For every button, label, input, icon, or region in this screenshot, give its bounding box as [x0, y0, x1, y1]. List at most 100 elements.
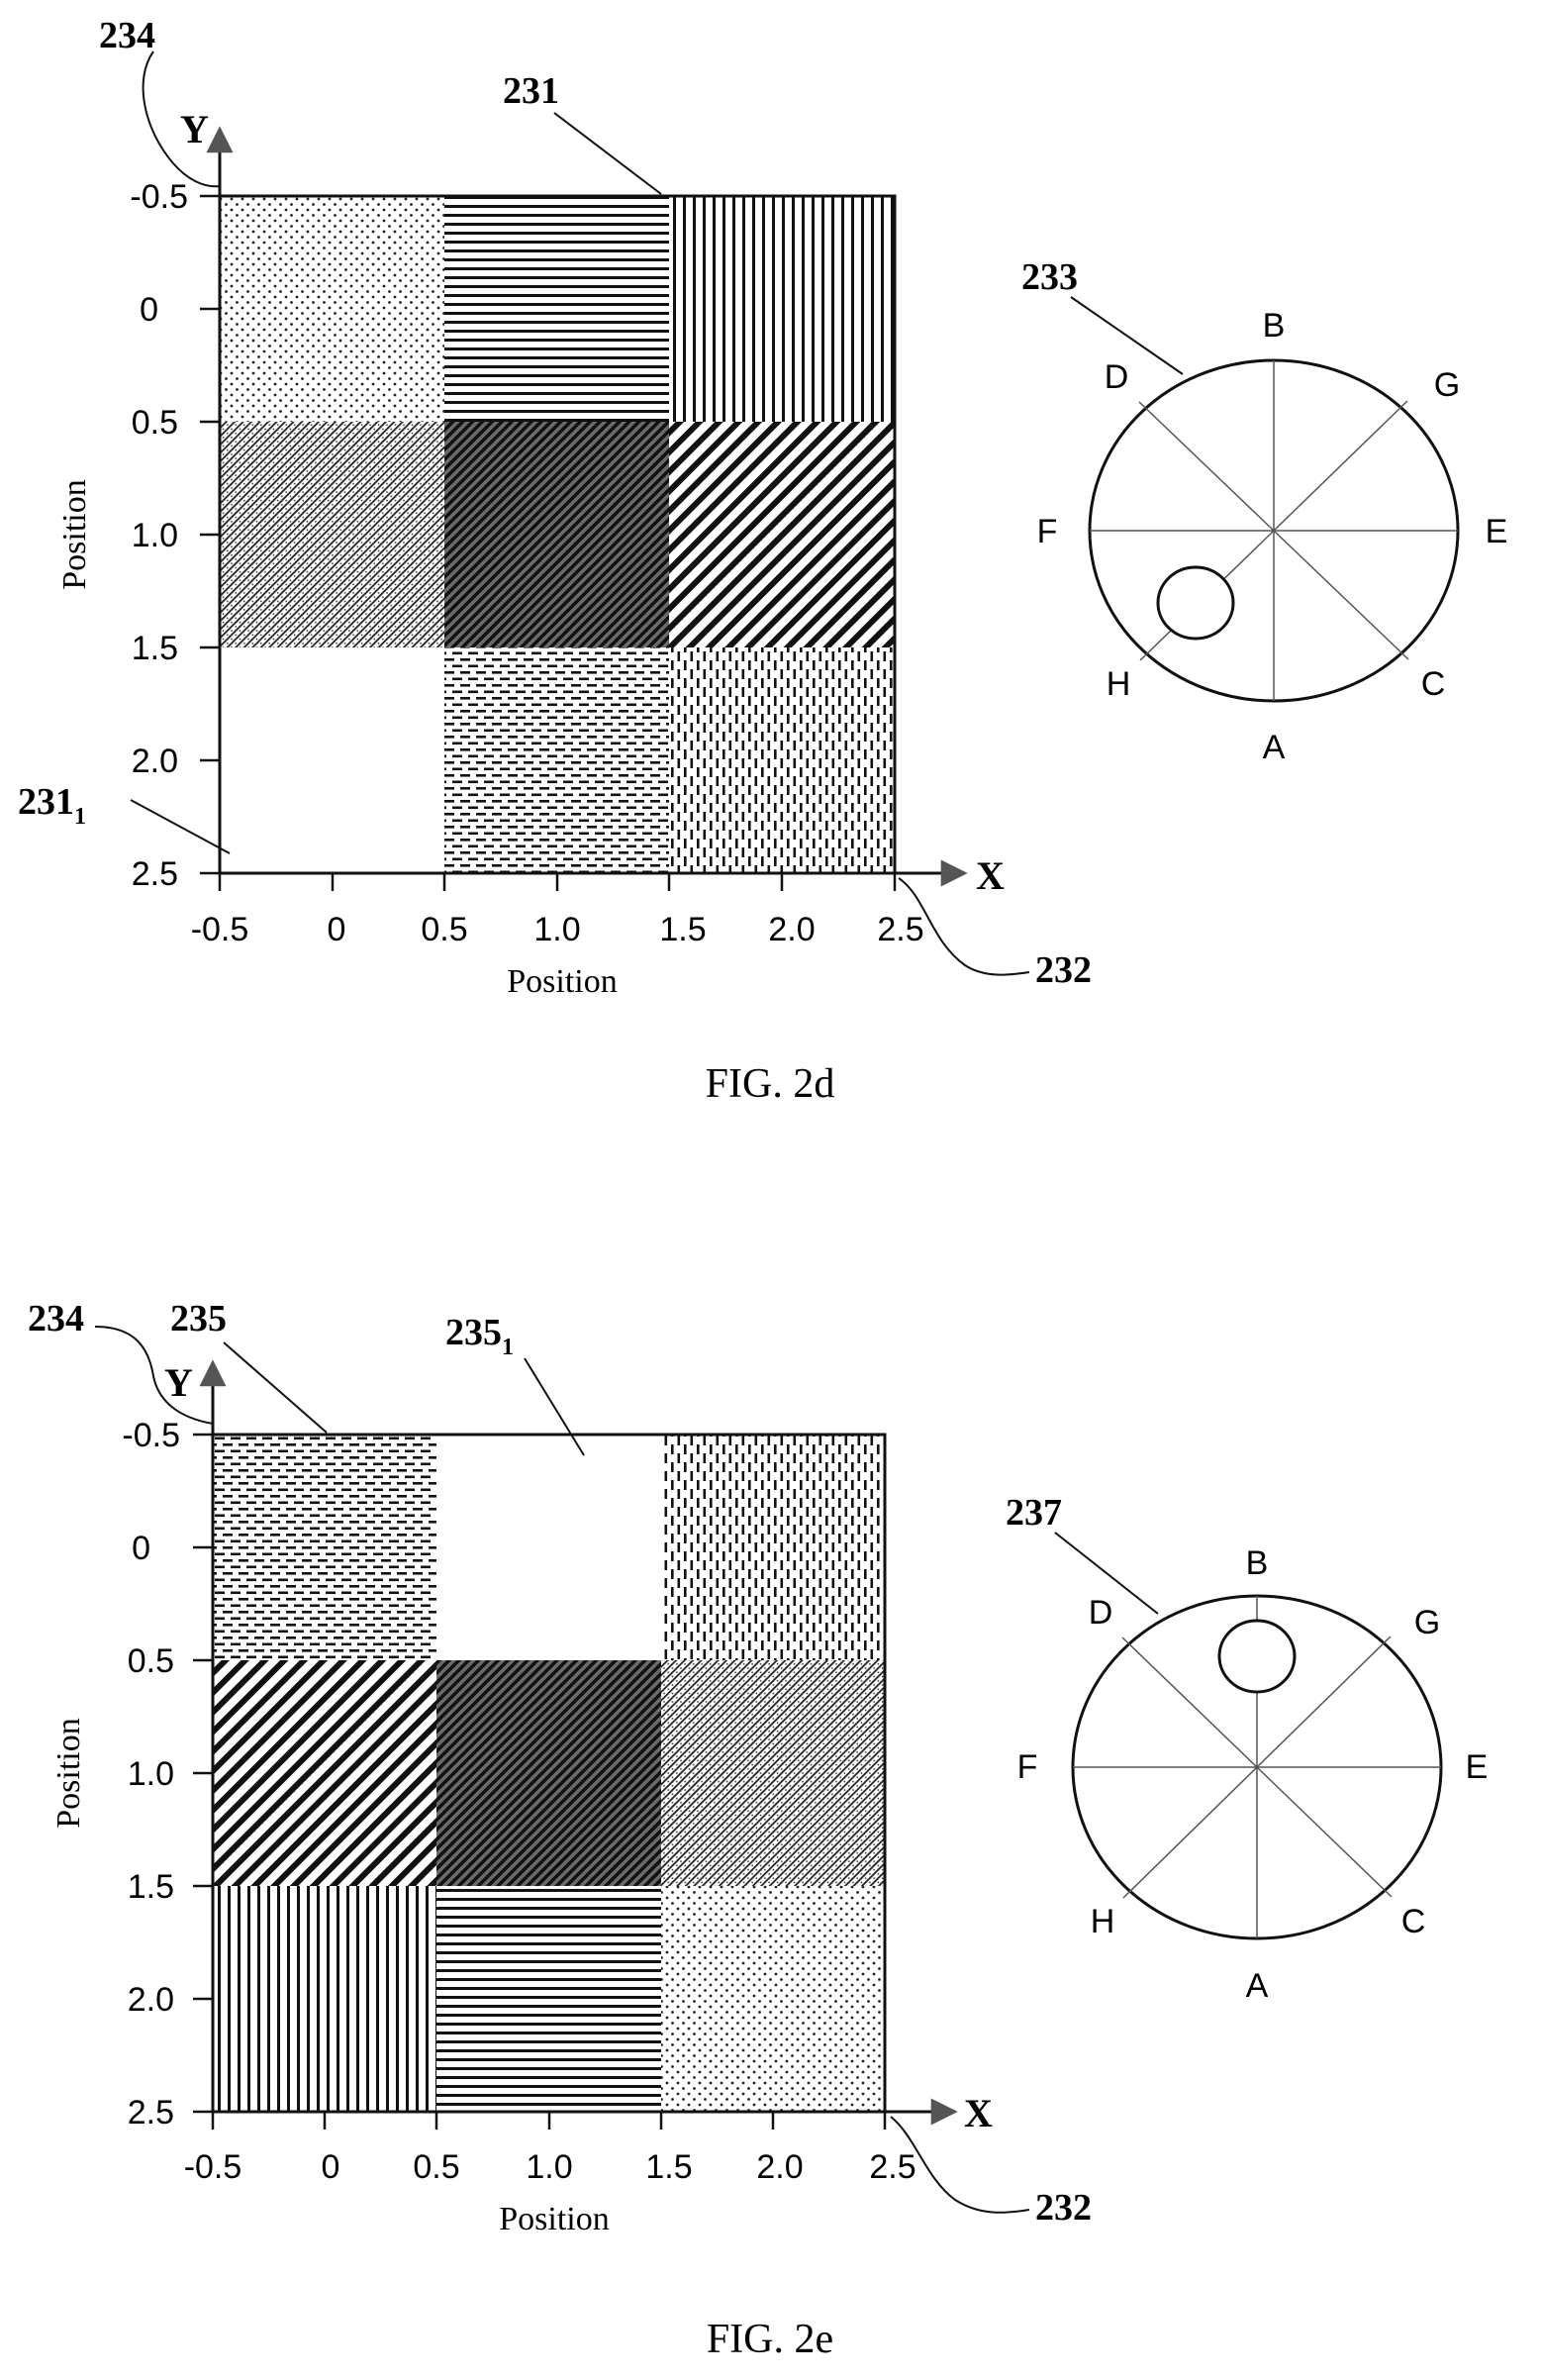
- fig2d-pupil-label-top: B: [1263, 307, 1286, 345]
- fig2e-y-tick-label: 0.5: [128, 1642, 174, 1680]
- fig2d-ref-x-axis: 232: [1035, 949, 1092, 991]
- fig2e-ref-map: 235: [170, 1298, 227, 1339]
- fig2e-ref-map-sub-main: 235: [445, 1312, 502, 1353]
- fig2e-pupil-label-right: E: [1466, 1748, 1489, 1786]
- fig2e-x-axis-title: Position: [499, 2201, 609, 2237]
- fig2e-pupil-label-top-left: D: [1089, 1594, 1113, 1632]
- fig2d-ref-map-sub-main: 231: [18, 781, 74, 823]
- fig2e-x-ticks: [211, 2112, 887, 2130]
- fig2e-x-tick-label: -0.5: [184, 2148, 242, 2186]
- fig2d-leader-y-axis: [142, 50, 221, 188]
- fig2e-cell-2-0: [213, 1886, 436, 2112]
- fig2e-y-axis-letter: Y: [164, 1360, 193, 1405]
- fig2d-y-tick-label: 0.5: [132, 404, 178, 442]
- fig2e-cell-1-2: [661, 1660, 885, 1886]
- fig2d-cell-2-1: [444, 647, 669, 873]
- fig2e-pupil-label-left: F: [1017, 1748, 1038, 1786]
- fig2e-x-tick-label: 1.0: [526, 2148, 572, 2186]
- fig2d-cell-2-0: [220, 647, 444, 873]
- fig2e-ref-map-sub: 2351: [445, 1312, 514, 1360]
- fig2d-ref-map-sub: 2311: [18, 781, 86, 830]
- fig2d-leader-pupil: [1070, 296, 1184, 375]
- fig2d-cell-2-2: [669, 647, 895, 873]
- fig2d-y-tick-label: -0.5: [130, 178, 188, 216]
- fig2e-ref-map-sub-index: 1: [502, 1335, 514, 1360]
- fig2d-x-tick-label: 1.5: [659, 911, 706, 948]
- fig2d-ref-y-axis: 234: [99, 15, 155, 56]
- fig2e-x-tick-label: 1.5: [645, 2148, 692, 2186]
- fig2e-x-axis-letter: X: [964, 2091, 993, 2135]
- fig2e-y-ticks: [193, 1433, 213, 2114]
- fig2d-cell-1-2: [669, 422, 895, 647]
- fig2e-y-tick-label: 2.5: [128, 2094, 174, 2132]
- fig2d-y-tick-label: 0: [140, 291, 158, 329]
- fig2d-pupil-label-right: E: [1486, 513, 1508, 550]
- fig2e-leader-x-axis: [890, 2116, 1030, 2214]
- fig2e-ref-x-axis: 232: [1035, 2187, 1092, 2229]
- fig2d-x-tick-label: 2.0: [768, 911, 815, 948]
- fig2d-ref-pupil: 233: [1021, 256, 1078, 298]
- fig2d-x-tick-label: 0.5: [421, 911, 467, 948]
- fig2e-cell-1-1: [436, 1660, 661, 1886]
- fig2e-y-tick-label: 1.5: [128, 1868, 174, 1906]
- fig2d-y-tick-label: 2.5: [132, 855, 178, 893]
- figure-2e: -0.5 0 0.5 1.0 1.5 2.0 2.5 -0.5 0 0.5 1.…: [28, 1298, 1488, 2362]
- fig2d-cell-0-1: [444, 196, 669, 422]
- fig2e-pupil-label-bottom-left: H: [1091, 1903, 1115, 1940]
- fig2e-cell-2-1: [436, 1886, 661, 2112]
- fig2d-x-tick-label: 2.5: [877, 911, 923, 948]
- fig2d-pupil-label-bottom-right: C: [1421, 665, 1446, 703]
- fig2d-x-axis-title: Position: [507, 963, 617, 1000]
- fig2e-cell-0-0: [213, 1435, 436, 1660]
- fig2e-y-tick-label: 1.0: [128, 1755, 174, 1793]
- fig2e-y-tick-label: -0.5: [122, 1417, 180, 1454]
- fig2d-y-axis-letter: Y: [180, 107, 209, 151]
- fig2d-leader-x-axis: [898, 877, 1030, 976]
- fig2d-pupil-label-top-left: D: [1105, 358, 1129, 396]
- fig2d-cell-1-1: [444, 422, 669, 647]
- fig2d-pupil-label-bottom: A: [1263, 729, 1286, 766]
- fig2e-y-tick-label: 2.0: [128, 1981, 174, 2019]
- fig2e-leader-y-axis: [94, 1326, 214, 1425]
- fig2d-cell-0-0: [220, 196, 444, 422]
- fig2e-cell-0-2: [661, 1435, 885, 1660]
- fig2e-caption: FIG. 2e: [707, 2317, 833, 2362]
- fig2e-x-tick-label: 2.0: [756, 2148, 803, 2186]
- fig2e-x-tick-label: 0: [322, 2148, 340, 2186]
- fig2e-x-tick-label: 2.5: [869, 2148, 915, 2186]
- fig2e-pupil-label-bottom: A: [1246, 1967, 1269, 2005]
- fig2d-leader-map: [553, 112, 662, 195]
- fig2d-leader-map-sub: [130, 799, 231, 854]
- fig2e-pupil-line: [1122, 1636, 1392, 1899]
- figure-2d: -0.5 0 0.5 1.0 1.5 2.0 2.5 -0.5 0 0.5 1.…: [18, 15, 1507, 1107]
- fig2d-y-tick-label: 1.5: [132, 630, 178, 667]
- fig2d-x-tick-label: 1.0: [533, 911, 580, 948]
- fig2d-y-tick-label: 1.0: [132, 517, 178, 554]
- fig2e-pupil-label-bottom-right: C: [1401, 1903, 1426, 1940]
- fig2d-cell-0-2: [669, 196, 895, 422]
- fig2e-leader-map: [223, 1341, 328, 1434]
- fig2d-ref-map: 231: [503, 70, 559, 112]
- fig2d-x-tick-label: 0: [328, 911, 346, 948]
- fig2d-pupil-label-top-right: G: [1434, 366, 1460, 404]
- fig2d-y-tick-label: 2.0: [132, 743, 178, 780]
- fig2e-cell-2-2: [661, 1886, 885, 2112]
- fig2d-ref-map-sub-index: 1: [74, 804, 86, 830]
- fig2d-pupil-spot: [1156, 565, 1235, 641]
- fig2e-x-tick-label: 0.5: [413, 2148, 459, 2186]
- fig2d-pupil-label-left: F: [1037, 513, 1058, 550]
- fig2e-ref-pupil: 237: [1006, 1492, 1062, 1534]
- fig2e-y-tick-label: 0: [132, 1530, 150, 1567]
- fig2e-pupil-label-top: B: [1246, 1544, 1269, 1582]
- fig2d-y-axis-title: Position: [56, 479, 93, 589]
- fig2e-pupil-label-top-right: G: [1414, 1604, 1440, 1641]
- fig2d-x-ticks: [218, 873, 897, 891]
- fig2e-cell-1-0: [213, 1660, 436, 1886]
- fig2e-cell-0-1: [436, 1435, 661, 1660]
- fig2e-pupil-spot: [1217, 1619, 1297, 1694]
- fig2d-pupil-label-bottom-left: H: [1107, 665, 1131, 703]
- fig2d-cell-1-0: [220, 422, 444, 647]
- fig2e-ref-y-axis: 234: [28, 1298, 84, 1339]
- fig2e-leader-map-sub: [524, 1357, 585, 1456]
